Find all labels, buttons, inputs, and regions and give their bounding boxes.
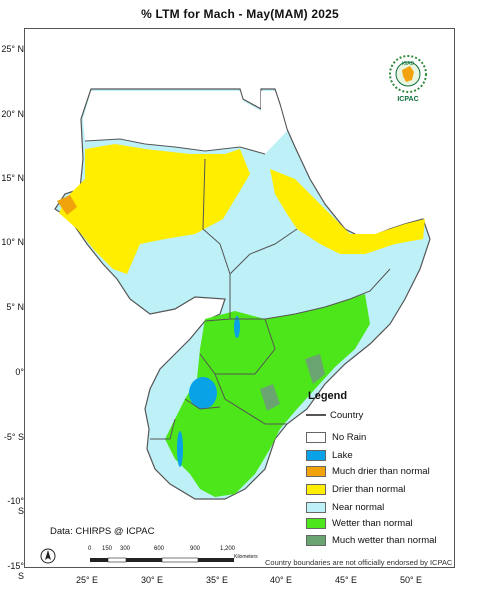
scale-bar: 0 150 300 600 900 1,200 Kilometers <box>88 546 258 566</box>
lat-label: 20° N <box>1 109 24 119</box>
legend-swatch <box>306 465 326 477</box>
lake-tanganyika <box>177 431 183 467</box>
scale-bar-graphic <box>90 557 234 563</box>
legend-label: Lake <box>332 449 353 461</box>
legend-label: Wetter than normal <box>332 517 413 529</box>
region-much-wetter <box>260 354 325 411</box>
disclaimer: Country boundaries are not officially en… <box>265 558 453 567</box>
north-arrow-icon <box>40 548 56 564</box>
legend-label: Much wetter than normal <box>332 534 437 546</box>
region-drier-east <box>270 169 425 254</box>
lat-label: -10° S <box>7 496 24 516</box>
legend-item-wetter: Wetter than normal <box>306 516 413 530</box>
lon-label: 50° E <box>399 575 423 585</box>
legend-item-drier: Drier than normal <box>306 482 405 496</box>
scale-tick: 600 <box>154 546 165 552</box>
lon-label: 45° E <box>334 575 358 585</box>
scale-tick: 900 <box>190 546 201 552</box>
lat-label: 10° N <box>1 237 24 247</box>
lat-label: 5° N <box>6 302 24 312</box>
lat-label: 0° <box>15 367 24 377</box>
legend-label: Drier than normal <box>332 483 406 495</box>
legend-swatch <box>306 534 326 546</box>
legend-swatch <box>306 414 326 416</box>
lon-label: 40° E <box>269 575 293 585</box>
legend-label: Near normal <box>332 501 385 513</box>
lake-turkana <box>234 316 240 338</box>
country-borders <box>84 138 391 440</box>
logo-text: ICPAC <box>397 96 419 103</box>
scale-tick: 1,200 <box>220 546 236 552</box>
region-drier <box>59 144 250 274</box>
legend-item-lake: Lake <box>306 448 353 462</box>
data-source: Data: CHIRPS @ ICPAC <box>50 526 155 537</box>
legend-label: Country <box>330 409 364 421</box>
lat-label: -15° S <box>7 561 24 581</box>
legend-item-near-normal: Near normal <box>306 500 384 514</box>
lon-label: 35° E <box>205 575 229 585</box>
scale-tick: 300 <box>120 546 131 552</box>
region-much-drier <box>57 195 77 215</box>
legend-swatch <box>306 449 326 461</box>
scale-unit: Kilometers <box>234 554 258 560</box>
igad-emblem-icon: IGAD <box>389 55 427 93</box>
legend-swatch <box>306 501 326 513</box>
legend-swatch <box>306 483 326 495</box>
region-no-rain <box>83 91 287 154</box>
legend-label: Much drier than normal <box>332 465 430 477</box>
legend-swatch <box>306 431 326 443</box>
map-canvas <box>54 88 431 500</box>
logo-inner-text: IGAD <box>402 61 415 67</box>
icpac-logo: IGAD ICPAC <box>382 52 434 108</box>
legend: Legend Country No Rain Lake Much drier t… <box>300 390 450 550</box>
legend-title: Legend <box>308 390 348 402</box>
legend-swatch <box>306 517 326 529</box>
lat-label: 15° N <box>1 173 24 183</box>
lat-label: -5° S <box>3 432 24 442</box>
map-title: % LTM for Mach - May(MAM) 2025 <box>141 7 339 21</box>
lake-victoria <box>189 377 217 409</box>
map-frame <box>24 28 455 568</box>
scale-tick: 0 <box>88 546 92 552</box>
legend-item-country: Country <box>306 408 363 422</box>
scale-tick: 150 <box>102 546 113 552</box>
lat-label: 25° N <box>1 44 24 54</box>
legend-item-much-wetter: Much wetter than normal <box>306 533 437 547</box>
lon-label: 25° E <box>75 575 99 585</box>
legend-label: No Rain <box>332 431 367 443</box>
legend-item-much-drier: Much drier than normal <box>306 464 430 478</box>
legend-item-no-rain: No Rain <box>306 430 366 444</box>
lon-label: 30° E <box>140 575 164 585</box>
